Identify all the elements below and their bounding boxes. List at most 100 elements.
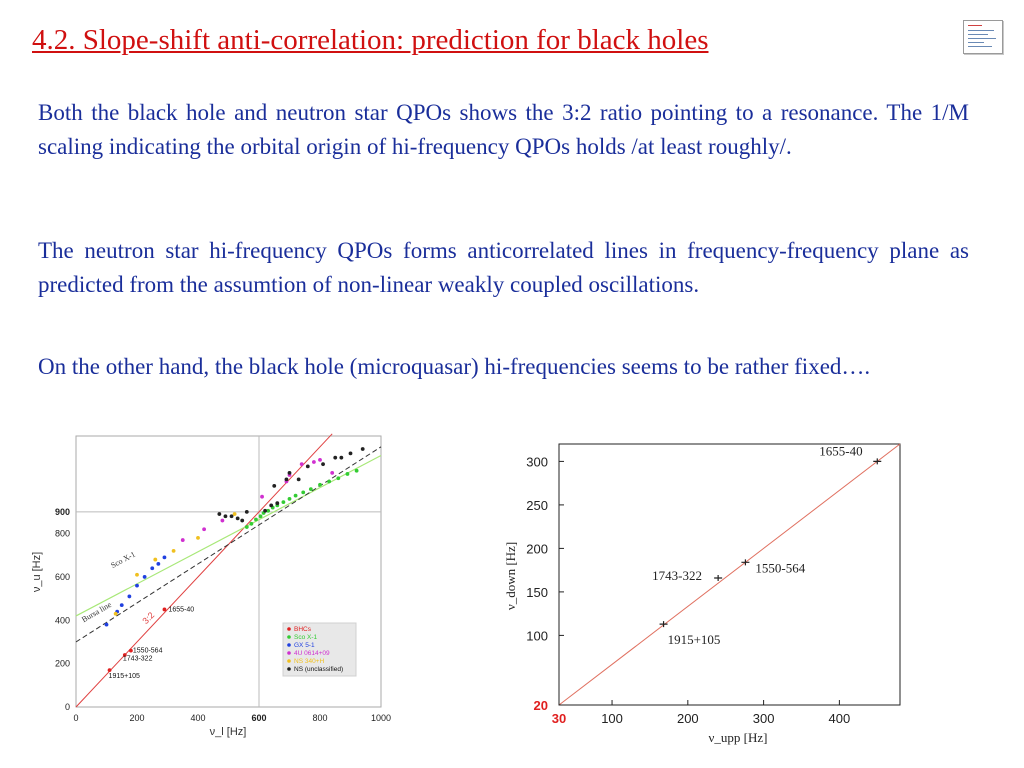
data-point — [223, 514, 228, 519]
data-point — [107, 668, 112, 673]
data-point — [113, 611, 118, 616]
data-point — [284, 477, 289, 482]
data-point — [119, 603, 124, 608]
source-label: 1655-40 — [819, 443, 862, 458]
microquasar-frequency-plot: 30 100 200 300 400 20 100 150 200 250 300 1655-40 1… — [503, 443, 901, 745]
data-point — [299, 462, 304, 467]
data-point — [162, 607, 167, 612]
data-point — [330, 470, 335, 475]
data-point — [336, 476, 341, 481]
y-tick-label: 200 — [55, 659, 70, 669]
data-point — [142, 575, 147, 579]
data-point — [360, 447, 365, 451]
data-point — [287, 496, 292, 501]
legend-entry: 4U 0614+09 — [294, 650, 330, 657]
data-point — [312, 460, 316, 464]
data-point — [235, 516, 240, 521]
data-point — [305, 464, 310, 469]
data-point — [296, 477, 301, 482]
y-tick-label: 0 — [65, 702, 70, 712]
y-tick-label: 250 — [526, 498, 548, 513]
data-point — [249, 521, 254, 526]
slide-thumbnail-icon[interactable] — [963, 20, 1003, 54]
data-point — [266, 508, 271, 513]
body-paragraph-resonance: Both the black hole and neutron star QPO… — [38, 100, 969, 159]
y-tick-label: 400 — [55, 615, 70, 625]
data-point — [217, 512, 222, 516]
legend-entry: GX 5-1 — [294, 642, 315, 649]
data-point — [308, 487, 313, 492]
data-point — [318, 457, 322, 462]
data-point — [244, 509, 249, 514]
x-axis-label: ν_upp [Hz] — [709, 730, 768, 745]
data-point — [202, 527, 207, 532]
data-point — [333, 455, 338, 460]
data-point — [156, 562, 161, 566]
x-tick-label: 30 — [552, 711, 566, 726]
legend-marker — [287, 635, 291, 639]
data-point — [348, 451, 353, 456]
x-tick-label: 200 — [129, 713, 144, 723]
data-point — [263, 508, 267, 513]
data-point — [127, 594, 132, 599]
data-point — [339, 455, 344, 460]
y-axis-label: ν_down [Hz] — [503, 542, 518, 610]
data-point — [345, 472, 350, 476]
y-tick-label: 100 — [526, 628, 548, 643]
data-point — [229, 514, 234, 519]
data-point — [135, 583, 139, 588]
x-tick-label: 0 — [73, 713, 78, 723]
legend-entry: NS (unclassified) — [294, 666, 343, 673]
y-tick-label: 20 — [534, 698, 548, 713]
y-tick-label: 200 — [526, 541, 548, 556]
slide-title: 4.2. Slope-shift anti-correlation: predi… — [32, 24, 709, 56]
legend-marker — [287, 667, 291, 671]
data-point — [171, 549, 176, 553]
data-point — [162, 555, 167, 560]
x-tick-label: 100 — [601, 711, 623, 726]
data-point — [873, 458, 882, 465]
x-axis-label: ν_l [Hz] — [210, 726, 247, 738]
x-tick-label: 600 — [251, 713, 266, 723]
legend-box — [282, 622, 357, 677]
source-label: 1743-322 — [652, 568, 702, 583]
data-point — [153, 557, 158, 562]
legend-marker — [287, 627, 291, 631]
data-point — [260, 494, 264, 499]
data-point — [129, 648, 133, 653]
data-point — [327, 479, 332, 484]
source-label: 1743-322 — [123, 656, 153, 663]
data-point — [220, 518, 225, 523]
data-point — [258, 514, 263, 519]
legend-entry: NS 340+H — [294, 658, 324, 665]
y-tick-label: 300 — [526, 454, 548, 469]
x-tick-label: 1000 — [371, 713, 391, 723]
source-label: 1915+105 — [109, 673, 140, 680]
y-tick-label: 150 — [526, 585, 548, 600]
data-point — [287, 470, 292, 475]
data-point — [272, 483, 277, 488]
data-point — [318, 482, 322, 487]
data-point — [714, 574, 723, 581]
data-point — [354, 468, 359, 473]
y-tick-label: 900 — [55, 507, 70, 517]
data-point — [180, 538, 185, 542]
body-paragraph-anticorrelation: The neutron star hi-frequency QPOs forms… — [38, 238, 969, 297]
data-point — [321, 462, 325, 467]
x-tick-label: 400 — [190, 713, 205, 723]
x-tick-label: 800 — [312, 713, 327, 723]
legend-entry: BHCs — [294, 626, 312, 633]
data-point — [275, 501, 280, 506]
x-tick-label: 400 — [829, 711, 851, 726]
source-label: 1550-564 — [133, 648, 163, 655]
data-point — [122, 653, 127, 657]
y-tick-label: 800 — [55, 529, 70, 539]
body-paragraph-fixed: On the other hand, the black hole (micro… — [38, 354, 871, 379]
data-point — [240, 518, 245, 523]
data-point — [150, 566, 155, 571]
source-label: 1915+105 — [668, 632, 721, 647]
data-point — [196, 535, 200, 540]
legend-marker — [287, 643, 291, 647]
data-point — [104, 622, 109, 627]
data-point — [301, 490, 306, 495]
